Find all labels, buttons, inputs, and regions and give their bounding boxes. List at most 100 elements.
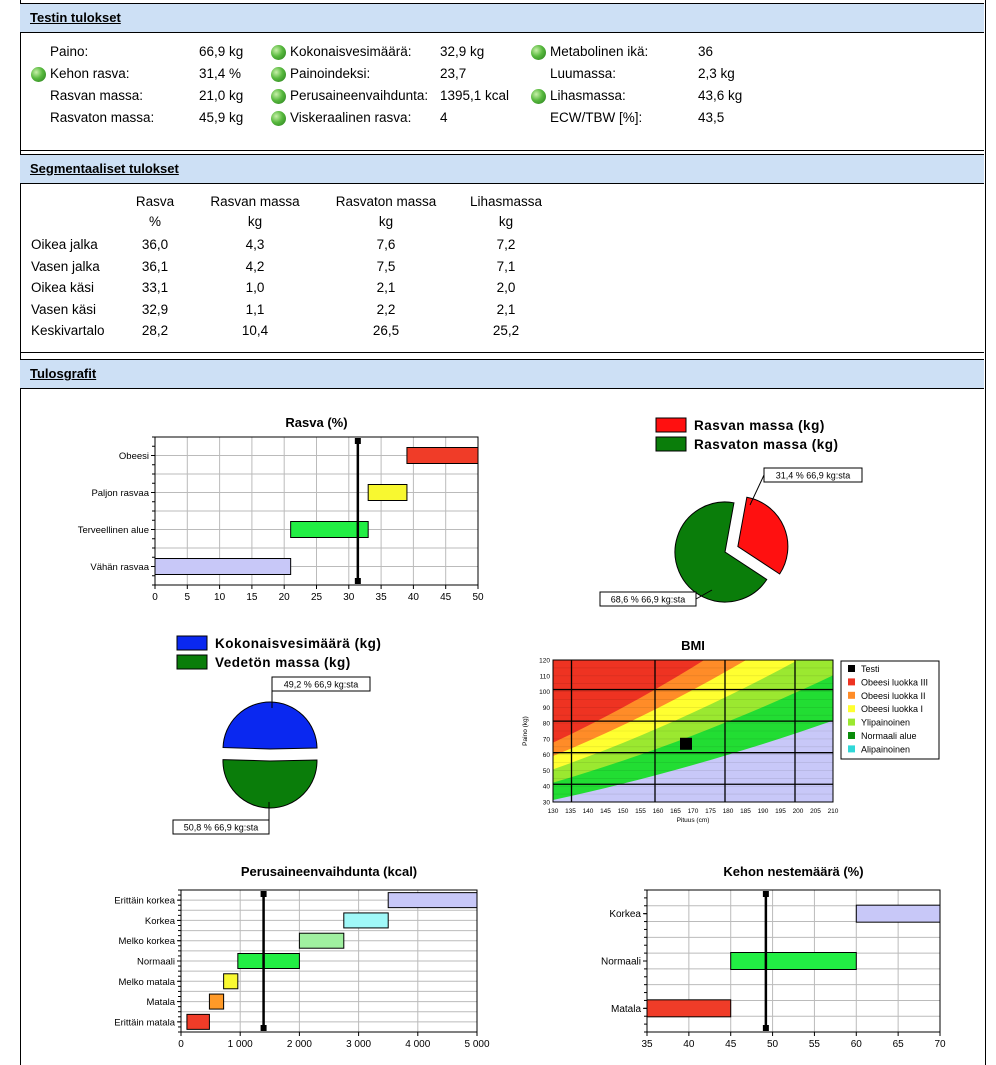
bmi-zone	[553, 720, 833, 802]
legend-swatch	[848, 665, 855, 672]
result-label: ECW/TBW [%]:	[550, 110, 643, 125]
result-value: 36	[698, 44, 714, 59]
tick-label: 210	[828, 808, 839, 815]
tick-label: 100	[539, 689, 550, 696]
result-label: Perusaineenvaihdunta:	[290, 88, 429, 103]
table-cell: 4,3	[245, 237, 265, 252]
test-point	[680, 737, 692, 750]
range-bar	[343, 912, 389, 929]
legend-label: Obeesi luokka I	[861, 704, 923, 714]
divider	[20, 352, 984, 353]
table-cell: 28,2	[141, 323, 169, 338]
row-label: Vasen jalka	[31, 258, 100, 274]
heatmap-area	[553, 660, 833, 802]
table-cell: 2,1	[496, 301, 516, 317]
column-header: Lihasmassa	[469, 194, 543, 209]
tick-label: 5	[185, 592, 191, 603]
category-label: Normaali	[137, 957, 175, 968]
row-label: Vasen käsi	[31, 301, 97, 317]
legend-swatch	[848, 705, 855, 713]
result-label: Rasvan massa:	[50, 88, 144, 103]
tick-label: 80	[543, 721, 551, 728]
tick-label: 90	[543, 705, 551, 712]
category-label: Obeesi	[119, 451, 149, 462]
status-dot-icon	[271, 45, 286, 60]
tick-label: 195	[775, 808, 786, 815]
tick-label: 55	[809, 1039, 821, 1050]
column-header: Rasva	[135, 194, 175, 209]
tick-label: 165	[670, 808, 681, 815]
legend-label: Vedetön massa (kg)	[215, 655, 351, 670]
section-header-graphs: Tulosgrafit	[20, 359, 984, 389]
table-cell: 1,0	[245, 280, 265, 295]
category-label: Paljon rasvaa	[91, 488, 149, 499]
label-box	[271, 676, 371, 692]
tick-label: 205	[810, 808, 821, 815]
label-leader	[749, 474, 765, 506]
status-dot-icon	[531, 45, 546, 60]
table-cell: 10,4	[241, 323, 269, 338]
slice-label: 31,4 % 66,9 kg:sta	[776, 471, 851, 481]
tick-label: 110	[540, 673, 551, 680]
legend-label: Ylipainoinen	[861, 718, 910, 728]
result-label: Viskeraalinen rasva:	[290, 110, 412, 125]
legend-swatch	[655, 436, 687, 452]
range-bar	[154, 558, 292, 575]
tick-label: 50	[543, 768, 551, 775]
pie-slice	[674, 501, 768, 603]
tick-label: 4 000	[405, 1039, 430, 1050]
legend-label: Alipainoinen	[861, 744, 910, 754]
tick-label: 50	[472, 592, 484, 603]
axis-label: Pituus (cm)	[677, 817, 710, 824]
category-label: Melko matala	[119, 977, 176, 988]
tick-label: 40	[543, 784, 551, 791]
value-marker-cap	[354, 578, 361, 584]
result-label: Luumassa:	[550, 66, 617, 81]
tick-label: 135	[565, 808, 576, 815]
table-cell: 32,9	[141, 301, 169, 317]
category-label: Normaali	[601, 957, 641, 968]
range-bar	[387, 892, 478, 909]
tick-label: 155	[635, 808, 646, 815]
tick-label: 70	[543, 736, 551, 743]
legend-label: Obeesi luokka III	[861, 677, 928, 687]
table-cell: 36,1	[141, 258, 169, 274]
table-cell: 2,0	[496, 280, 516, 295]
divider	[20, 150, 984, 151]
report-frame	[20, 0, 986, 1065]
tick-label: 0	[178, 1039, 184, 1050]
table-cell: 1,1	[245, 301, 265, 317]
range-bar	[855, 904, 941, 923]
chart-title: BMI	[681, 638, 705, 653]
tick-label: 60	[851, 1039, 863, 1050]
tick-label: 40	[408, 592, 420, 603]
result-label: Lihasmassa:	[550, 88, 626, 103]
range-bar	[730, 952, 857, 970]
tick-label: 50	[767, 1039, 779, 1050]
label-box	[172, 819, 270, 835]
range-bar	[186, 1013, 210, 1030]
result-value: 31,4 %	[199, 66, 242, 81]
legend-swatch	[176, 654, 208, 670]
table-cell: 4,2	[245, 258, 265, 274]
tick-label: 20	[279, 592, 291, 603]
label-box	[599, 591, 697, 607]
pie-slice	[222, 759, 318, 809]
tick-label: 145	[600, 808, 611, 815]
tick-label: 15	[246, 592, 258, 603]
chart-title: Kehon nestemäärä (%)	[723, 864, 863, 879]
value-marker-cap	[762, 891, 769, 897]
category-label: Vähän rasvaa	[90, 562, 149, 573]
legend-swatch	[848, 691, 855, 699]
range-bar	[298, 932, 345, 949]
result-value: 4	[440, 110, 448, 125]
table-cell: 25,2	[492, 323, 520, 338]
slice-label: 50,8 % 66,9 kg:sta	[184, 823, 259, 833]
tick-label: 40	[683, 1039, 695, 1050]
category-label: Terveellinen alue	[78, 525, 149, 536]
table-cell: 26,5	[372, 323, 400, 338]
legend-box	[840, 660, 940, 760]
tick-label: 3 000	[346, 1039, 371, 1050]
tick-label: 175	[705, 808, 716, 815]
status-dot-icon	[271, 89, 286, 104]
